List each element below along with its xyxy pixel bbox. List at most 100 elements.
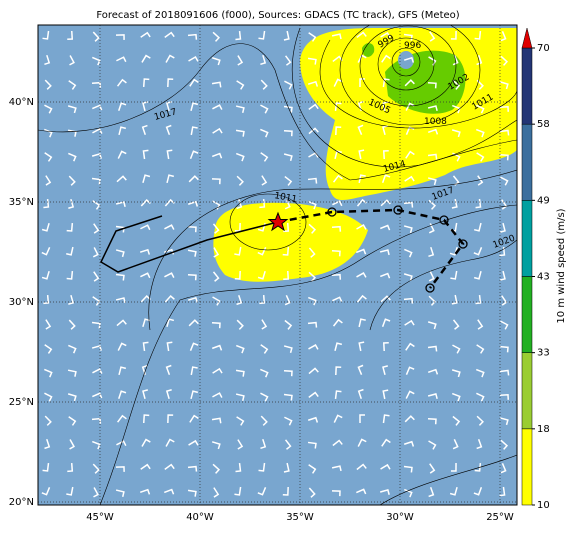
- wind-barb: [403, 225, 413, 234]
- wind-barb: [166, 174, 175, 184]
- wind-barb: [67, 30, 74, 41]
- wind-barb: [237, 55, 244, 66]
- lat-label: 30°N: [9, 297, 34, 308]
- wind-barb: [116, 78, 127, 87]
- wind-barb: [382, 389, 389, 400]
- lon-label: 25°W: [486, 512, 514, 523]
- wind-barb: [167, 78, 174, 88]
- wind-barb: [142, 78, 150, 88]
- wind-barb: [308, 271, 317, 282]
- wind-barb: [451, 392, 461, 402]
- wind-barb: [235, 30, 242, 41]
- wind-barb: [66, 270, 74, 280]
- wind-barb: [451, 369, 461, 378]
- wind-barb: [358, 149, 365, 160]
- wind-barb: [382, 149, 389, 160]
- isobar: [319, 39, 517, 129]
- wind-barb: [476, 152, 485, 162]
- wind-barb: [167, 414, 174, 424]
- wind-barb: [211, 178, 221, 185]
- wind-barb: [42, 462, 50, 472]
- lon-label: 35°W: [286, 512, 314, 523]
- wind-barb: [118, 366, 127, 376]
- map-area: 999 996 1005 1002 1011 1008 1014 1017 10…: [38, 25, 517, 505]
- wind-barb: [284, 55, 292, 66]
- wind-barb: [382, 101, 389, 112]
- wind-barb: [283, 462, 290, 473]
- wind-barb: [331, 249, 341, 257]
- wind-barb: [428, 486, 435, 498]
- wind-barb: [139, 488, 151, 495]
- wind-barb: [66, 222, 74, 232]
- wind-barb: [500, 439, 509, 450]
- wind-barb: [118, 390, 127, 400]
- wind-barb: [357, 100, 364, 112]
- wind-barb: [450, 462, 457, 472]
- wind-barb: [358, 318, 366, 328]
- wind-barb: [500, 320, 509, 330]
- wind-barb: [451, 129, 461, 138]
- wind-barb: [190, 102, 199, 112]
- wind-barb: [93, 271, 100, 282]
- wind-barb: [308, 464, 317, 474]
- colorbar-label: 10 m wind speed (m/s): [556, 208, 567, 323]
- wind-barb: [450, 30, 457, 40]
- wind-barb: [235, 105, 245, 113]
- isobar-label: 1011: [273, 191, 297, 205]
- wind-barb: [307, 321, 318, 328]
- colorbar-segment: [521, 47, 533, 125]
- colorbar-tick-label: 58: [537, 119, 550, 130]
- wind-barb: [428, 246, 435, 258]
- wind-barb: [163, 488, 175, 495]
- isobar: [379, 454, 517, 505]
- wind-barb: [284, 439, 292, 450]
- wind-barb: [93, 487, 99, 498]
- isobar-label: 1008: [424, 117, 447, 127]
- wind-barb: [405, 126, 415, 135]
- wind-barb: [331, 465, 342, 472]
- wind-barb: [67, 462, 74, 473]
- wind-barb: [284, 416, 293, 426]
- wind-barb: [428, 223, 435, 234]
- wind-barb: [427, 105, 438, 112]
- isobars: [38, 25, 517, 505]
- wind-barb: [259, 294, 266, 305]
- wind-barb: [211, 152, 223, 159]
- wind-barb: [92, 368, 103, 374]
- wind-barb: [257, 487, 267, 496]
- wind-barb: [500, 176, 509, 186]
- wind-barb: [450, 270, 458, 280]
- wind-barb: [166, 318, 175, 328]
- wind-barb: [41, 222, 50, 232]
- wind-barb: [212, 31, 220, 42]
- wind-barb: [187, 33, 198, 40]
- wind-barb: [212, 392, 223, 398]
- wind-barb: [211, 81, 222, 88]
- wind-barb: [331, 273, 342, 280]
- wind-barb: [187, 296, 199, 303]
- isobar: [229, 193, 307, 251]
- wind-barb: [499, 393, 510, 400]
- colorbar-tick-label: 18: [537, 424, 550, 435]
- wind-barb: [331, 490, 341, 497]
- wind-barb: [283, 270, 290, 281]
- wind-barb: [307, 57, 317, 65]
- wind-area-green: [362, 43, 375, 57]
- past-track: [100, 215, 279, 273]
- wind-barb: [164, 31, 175, 38]
- wind-barb: [188, 319, 199, 327]
- wind-barb: [44, 79, 52, 90]
- wind-barb: [212, 127, 223, 134]
- wind-barb: [403, 297, 414, 304]
- wind-barb: [68, 416, 77, 426]
- wind-barb: [164, 224, 175, 230]
- wind-barb: [212, 367, 223, 374]
- wind-barb: [404, 79, 415, 87]
- wind-barb: [283, 370, 293, 377]
- wind-barb: [43, 294, 50, 305]
- isobar: [391, 47, 421, 77]
- wind-barb: [449, 486, 458, 496]
- wind-barb: [213, 487, 220, 498]
- wind-barb: [356, 463, 367, 471]
- wind-barb: [234, 246, 242, 256]
